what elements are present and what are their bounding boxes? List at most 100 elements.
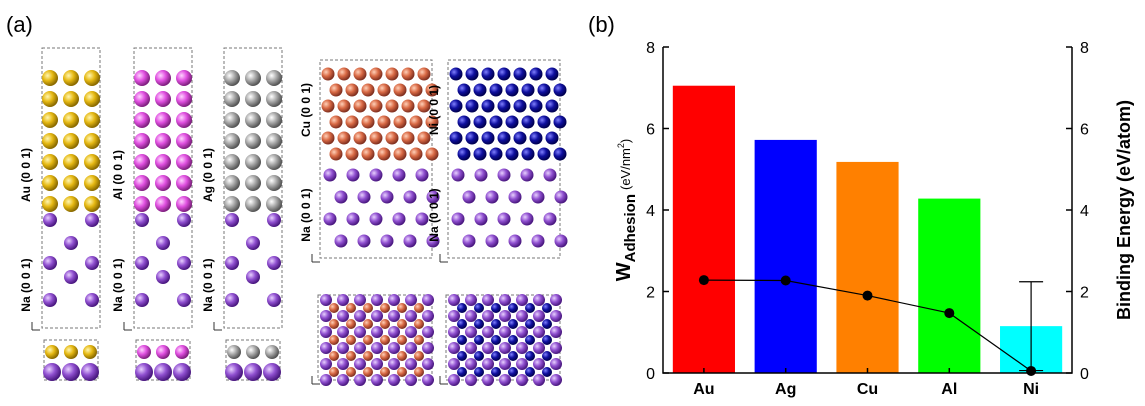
atom [403, 234, 417, 248]
atom [485, 190, 499, 204]
atom [554, 190, 568, 204]
cell-box [133, 47, 193, 329]
atom [354, 326, 366, 338]
atom [345, 147, 359, 161]
atom [415, 212, 429, 226]
atom [465, 131, 479, 145]
atom [525, 335, 535, 345]
atom [451, 212, 465, 226]
atom [516, 326, 528, 338]
atom [337, 342, 349, 354]
atom [225, 293, 239, 307]
line-marker [698, 275, 709, 286]
atom [462, 190, 476, 204]
atom [525, 303, 535, 313]
atom [354, 342, 366, 354]
atom [401, 99, 415, 113]
atom [505, 83, 519, 97]
atom [380, 351, 390, 361]
atom [457, 335, 467, 345]
atom [320, 374, 332, 386]
atom [224, 70, 240, 86]
atom [426, 234, 440, 248]
atom [155, 133, 171, 149]
atom [482, 294, 494, 306]
atom [388, 342, 400, 354]
y-tick-label: 6 [646, 122, 655, 139]
atom [323, 212, 337, 226]
axis-triad [311, 254, 320, 263]
atom [405, 310, 417, 322]
atom [397, 303, 407, 313]
atom [155, 154, 171, 170]
atom [353, 67, 367, 81]
atom [401, 131, 415, 145]
atom [533, 294, 545, 306]
atom [499, 294, 511, 306]
atom [244, 363, 262, 381]
atom [155, 112, 171, 128]
atom [135, 293, 149, 307]
atom [508, 303, 518, 313]
atom [155, 70, 171, 86]
atom [63, 175, 79, 191]
atom [448, 326, 460, 338]
atom [405, 326, 417, 338]
atom [135, 256, 149, 270]
atom [508, 367, 518, 377]
axis-triad [123, 322, 132, 331]
atom [550, 358, 562, 370]
y2-tick-label: 0 [1080, 366, 1089, 383]
atom [337, 326, 349, 338]
atom [491, 303, 501, 313]
atom [533, 374, 545, 386]
atom [482, 326, 494, 338]
atom [508, 234, 522, 248]
atom [545, 99, 559, 113]
atom [531, 234, 545, 248]
atom [266, 91, 282, 107]
atom [448, 358, 460, 370]
atom [63, 112, 79, 128]
atom [265, 345, 279, 359]
atom [267, 256, 281, 270]
atom [156, 345, 170, 359]
atom [337, 310, 349, 322]
panel-label: (b) [588, 12, 615, 37]
atom [361, 83, 375, 97]
atom [537, 147, 551, 161]
atom [491, 335, 501, 345]
atom [401, 67, 415, 81]
atom [542, 335, 552, 345]
atom [409, 147, 423, 161]
atom [135, 213, 149, 227]
structure-label: Ni (0 0 1) [427, 85, 441, 135]
atom [385, 99, 399, 113]
atom [448, 342, 460, 354]
atom [397, 351, 407, 361]
atom [84, 70, 100, 86]
atom [465, 99, 479, 113]
atom [449, 99, 463, 113]
atom [224, 91, 240, 107]
atom [42, 133, 58, 149]
atom [371, 310, 383, 322]
atom [553, 83, 567, 97]
atom [134, 112, 150, 128]
atom [245, 70, 261, 86]
atom [354, 358, 366, 370]
y2-tick-label: 8 [1080, 40, 1089, 57]
atom [380, 303, 390, 313]
atom [227, 345, 241, 359]
atom [426, 190, 440, 204]
atom [505, 147, 519, 161]
atom [457, 367, 467, 377]
atom [246, 345, 260, 359]
atom [334, 190, 348, 204]
atom [414, 351, 424, 361]
x-tick-label: Ag [775, 381, 796, 398]
atom [533, 310, 545, 322]
atom [266, 133, 282, 149]
atom [224, 112, 240, 128]
atom [369, 67, 383, 81]
